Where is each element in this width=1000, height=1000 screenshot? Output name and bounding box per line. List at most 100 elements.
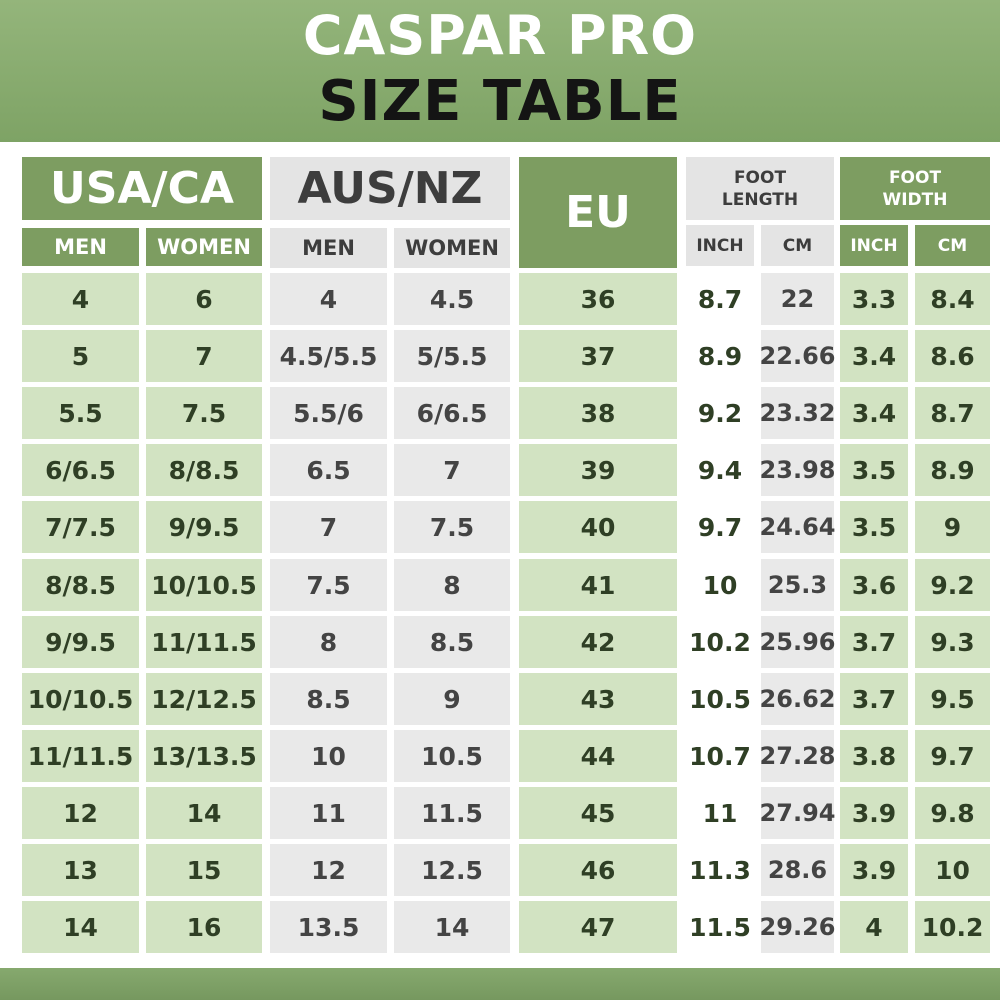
cell-width-cm: 8.6 xyxy=(915,330,990,382)
subheader-aus-men: MEN xyxy=(270,228,387,268)
cell-aus-men: 8 xyxy=(270,616,387,668)
cell-length-inch: 10.5 xyxy=(686,673,754,725)
cell-aus-women: 7 xyxy=(394,444,510,496)
cell-usa-women: 6 xyxy=(146,273,262,325)
cell-length-inch: 8.9 xyxy=(686,330,754,382)
cell-width-cm: 9.7 xyxy=(915,730,990,782)
cell-length-cm: 25.3 xyxy=(761,559,834,611)
cell-aus-women: 8.5 xyxy=(394,616,510,668)
cell-usa-men: 7/7.5 xyxy=(22,501,139,553)
cell-width-inch: 3.6 xyxy=(840,559,908,611)
cell-usa-women: 8/8.5 xyxy=(146,444,262,496)
cell-eu: 39 xyxy=(519,444,677,496)
cell-usa-men: 12 xyxy=(22,787,139,839)
cell-eu: 47 xyxy=(519,901,677,953)
cell-aus-men: 4.5/5.5 xyxy=(270,330,387,382)
cell-usa-men: 10/10.5 xyxy=(22,673,139,725)
cell-usa-women: 10/10.5 xyxy=(146,559,262,611)
cell-length-inch: 9.2 xyxy=(686,387,754,439)
cell-width-inch: 3.7 xyxy=(840,616,908,668)
cell-eu: 38 xyxy=(519,387,677,439)
cell-aus-men: 11 xyxy=(270,787,387,839)
cell-eu: 42 xyxy=(519,616,677,668)
cell-width-inch: 3.8 xyxy=(840,730,908,782)
cell-aus-men: 6.5 xyxy=(270,444,387,496)
cell-aus-women: 5/5.5 xyxy=(394,330,510,382)
subheader-usa-men: MEN xyxy=(22,228,139,266)
subheader-width-inch: INCH xyxy=(840,225,908,266)
cell-width-inch: 3.5 xyxy=(840,501,908,553)
cell-aus-men: 4 xyxy=(270,273,387,325)
cell-usa-men: 9/9.5 xyxy=(22,616,139,668)
cell-usa-women: 7 xyxy=(146,330,262,382)
cell-width-inch: 3.5 xyxy=(840,444,908,496)
cell-eu: 40 xyxy=(519,501,677,553)
cell-length-inch: 9.4 xyxy=(686,444,754,496)
cell-width-inch: 3.9 xyxy=(840,844,908,896)
header-foot-length: FOOT LENGTH xyxy=(686,157,834,220)
cell-eu: 36 xyxy=(519,273,677,325)
cell-width-cm: 9.3 xyxy=(915,616,990,668)
footer-bar xyxy=(0,968,1000,1000)
cell-width-inch: 4 xyxy=(840,901,908,953)
title-brand: CASPAR PRO xyxy=(302,4,698,67)
cell-length-cm: 26.62 xyxy=(760,673,835,725)
header-foot-length-line: LENGTH xyxy=(721,189,799,210)
cell-width-inch: 3.4 xyxy=(840,387,908,439)
cell-width-cm: 9 xyxy=(915,501,990,553)
cell-eu: 45 xyxy=(519,787,677,839)
cell-length-cm: 25.96 xyxy=(760,616,835,668)
cell-aus-women: 6/6.5 xyxy=(394,387,510,439)
cell-width-cm: 8.9 xyxy=(915,444,990,496)
cell-aus-women: 10.5 xyxy=(394,730,510,782)
cell-length-inch: 9.7 xyxy=(686,501,754,553)
cell-length-inch: 11 xyxy=(686,787,754,839)
cell-usa-women: 7.5 xyxy=(146,387,262,439)
header-foot-length-line: FOOT xyxy=(733,167,787,188)
cell-length-inch: 8.7 xyxy=(686,273,754,325)
header-usa-ca: USA/CA xyxy=(22,157,262,220)
cell-width-cm: 9.2 xyxy=(915,559,990,611)
cell-length-cm: 23.32 xyxy=(760,387,835,439)
header-foot-width-line: FOOT xyxy=(888,167,942,188)
cell-length-cm: 28.6 xyxy=(761,844,834,896)
cell-width-cm: 9.8 xyxy=(915,787,990,839)
cell-usa-men: 5.5 xyxy=(22,387,139,439)
cell-length-cm: 24.64 xyxy=(760,501,835,553)
cell-aus-men: 8.5 xyxy=(270,673,387,725)
cell-length-cm: 27.28 xyxy=(760,730,835,782)
cell-eu: 44 xyxy=(519,730,677,782)
cell-width-cm: 10.2 xyxy=(915,901,990,953)
header-eu: EU xyxy=(519,157,677,268)
cell-usa-women: 11/11.5 xyxy=(146,616,262,668)
cell-width-cm: 10 xyxy=(915,844,990,896)
cell-usa-men: 14 xyxy=(22,901,139,953)
cell-aus-men: 7.5 xyxy=(270,559,387,611)
subheader-aus-women: WOMEN xyxy=(394,228,510,268)
subheader-width-cm: CM xyxy=(915,225,990,266)
subheader-length-inch: INCH xyxy=(686,225,754,266)
cell-length-inch: 10 xyxy=(686,559,754,611)
cell-aus-men: 7 xyxy=(270,501,387,553)
cell-width-cm: 9.5 xyxy=(915,673,990,725)
cell-usa-women: 15 xyxy=(146,844,262,896)
cell-width-inch: 3.4 xyxy=(840,330,908,382)
cell-eu: 43 xyxy=(519,673,677,725)
cell-usa-men: 4 xyxy=(22,273,139,325)
cell-aus-women: 8 xyxy=(394,559,510,611)
cell-length-inch: 10.7 xyxy=(686,730,754,782)
cell-usa-men: 6/6.5 xyxy=(22,444,139,496)
title-banner: CASPAR PRO SIZE TABLE xyxy=(0,0,1000,142)
cell-length-cm: 29.26 xyxy=(760,901,835,953)
cell-eu: 41 xyxy=(519,559,677,611)
cell-length-cm: 27.94 xyxy=(760,787,835,839)
cell-usa-women: 13/13.5 xyxy=(146,730,262,782)
header-aus-nz: AUS/NZ xyxy=(270,157,510,220)
cell-aus-women: 9 xyxy=(394,673,510,725)
cell-width-cm: 8.7 xyxy=(915,387,990,439)
cell-usa-women: 9/9.5 xyxy=(146,501,262,553)
cell-usa-women: 16 xyxy=(146,901,262,953)
subheader-usa-women: WOMEN xyxy=(146,228,262,266)
cell-aus-women: 14 xyxy=(394,901,510,953)
header-foot-width-line: WIDTH xyxy=(882,189,948,210)
